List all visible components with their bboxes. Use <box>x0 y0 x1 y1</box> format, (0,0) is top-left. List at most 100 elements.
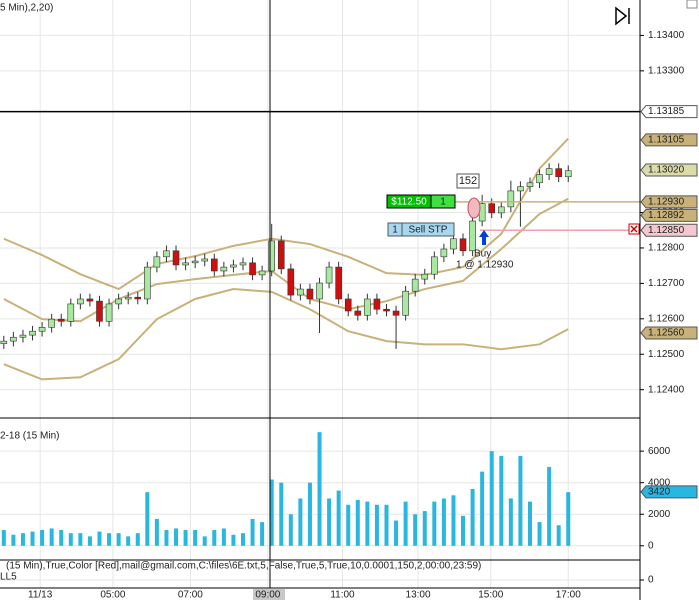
price-tag <box>640 133 698 147</box>
volume-bar <box>202 536 207 546</box>
volume-bar <box>556 525 561 546</box>
candle-body <box>96 300 103 322</box>
candle-body <box>19 334 27 338</box>
y-tick-label: 1.12500 <box>648 349 685 360</box>
stop-box[interactable] <box>387 222 455 237</box>
volume-bar <box>365 501 370 546</box>
volume-bar <box>260 522 265 546</box>
candle-body <box>0 340 8 344</box>
band-lower <box>3 288 569 381</box>
band-upper <box>3 137 569 291</box>
volume-bar <box>78 533 83 546</box>
size-box <box>456 173 480 189</box>
price-tag <box>640 163 698 177</box>
candle-body <box>134 296 142 300</box>
y-tick-label: 1.13300 <box>648 65 685 76</box>
candle-body <box>124 296 132 300</box>
volume-bar <box>269 479 274 546</box>
qty-box[interactable] <box>430 194 456 209</box>
candle-body <box>249 262 256 276</box>
pnl-text: $112.50 <box>391 197 427 208</box>
volume-bar <box>336 490 341 546</box>
candle-body <box>564 170 572 178</box>
volume-bar <box>279 482 284 546</box>
volume-bar <box>461 515 466 546</box>
candle-body <box>411 278 419 292</box>
candle-body <box>459 238 467 252</box>
volume-bar <box>394 520 399 546</box>
candle-body <box>440 248 448 258</box>
volume-bar <box>30 531 35 546</box>
candle-body <box>431 256 438 275</box>
volume-bar <box>547 466 552 546</box>
candle-body <box>86 298 94 302</box>
y-tick-label: 1.12700 <box>648 278 685 289</box>
volume-bar <box>49 528 54 546</box>
price-tag <box>640 485 698 499</box>
candle-body <box>555 168 562 178</box>
y-tick-label: 1.12400 <box>648 384 685 395</box>
x-tick-label: 11/13 <box>28 590 53 600</box>
candle-body <box>536 174 543 184</box>
candle-body <box>316 282 323 300</box>
candle-body <box>383 308 390 312</box>
crosshair-time-box <box>253 589 285 600</box>
candle-body <box>507 190 515 208</box>
candle-body <box>67 303 75 322</box>
volume-bar <box>68 533 73 546</box>
volume-bar <box>355 500 360 546</box>
volume-bar <box>231 534 236 546</box>
x-tick-label: 13:00 <box>406 590 431 600</box>
candle-body <box>488 203 496 214</box>
candle-body <box>210 258 218 272</box>
price-tag-label: 1.13105 <box>648 135 685 146</box>
candle-body <box>182 262 189 266</box>
volume-bar <box>470 489 475 546</box>
candle-body <box>10 336 17 342</box>
volume-bar <box>1 530 6 546</box>
y-tick-label: 0 <box>648 575 654 586</box>
volume-bar <box>145 492 150 546</box>
stop-cancel-icon <box>630 225 638 233</box>
candle-body <box>497 206 505 214</box>
price-tag <box>640 195 698 209</box>
volume-bar <box>432 501 437 546</box>
price-tag-label: 1.13020 <box>648 165 685 176</box>
volume-bar <box>298 498 303 546</box>
stop-qty: 1 <box>392 225 398 236</box>
volume-bar <box>413 514 418 546</box>
qty-text: 1 <box>440 197 446 208</box>
candle-body <box>29 330 36 336</box>
volume-bar <box>183 530 188 546</box>
y-tick-label: 1.13400 <box>648 30 685 41</box>
buy-arrow <box>479 230 489 245</box>
candle-body <box>191 260 199 264</box>
volume-bar <box>508 498 513 546</box>
volume-bar <box>87 536 92 546</box>
volume-bar <box>126 536 131 546</box>
volume-bar <box>327 498 332 546</box>
candle-body <box>144 266 151 300</box>
x-tick-label: 05:00 <box>100 590 125 600</box>
price-tag-label: 1.12560 <box>648 328 685 339</box>
candle-body <box>354 310 362 316</box>
candle-body <box>77 298 84 305</box>
y-tick-label: 1.12800 <box>648 243 685 254</box>
volume-bar <box>480 471 485 546</box>
candle-body <box>220 266 228 272</box>
price-tag-label: 1.13185 <box>648 106 685 117</box>
candle-body <box>48 318 55 328</box>
volume-bar <box>451 495 456 546</box>
x-tick-label: 15:00 <box>478 590 503 600</box>
corner-icon[interactable] <box>686 0 698 9</box>
stop-label: Sell STP <box>409 225 448 236</box>
y-tick-label: 1.12600 <box>648 313 685 324</box>
size-text: 152 <box>459 175 477 187</box>
volume-bar <box>499 455 504 546</box>
volume-bar <box>212 530 217 546</box>
scroll-end-icon[interactable] <box>615 6 630 26</box>
candle-body <box>258 270 266 276</box>
candle-body <box>450 238 457 250</box>
